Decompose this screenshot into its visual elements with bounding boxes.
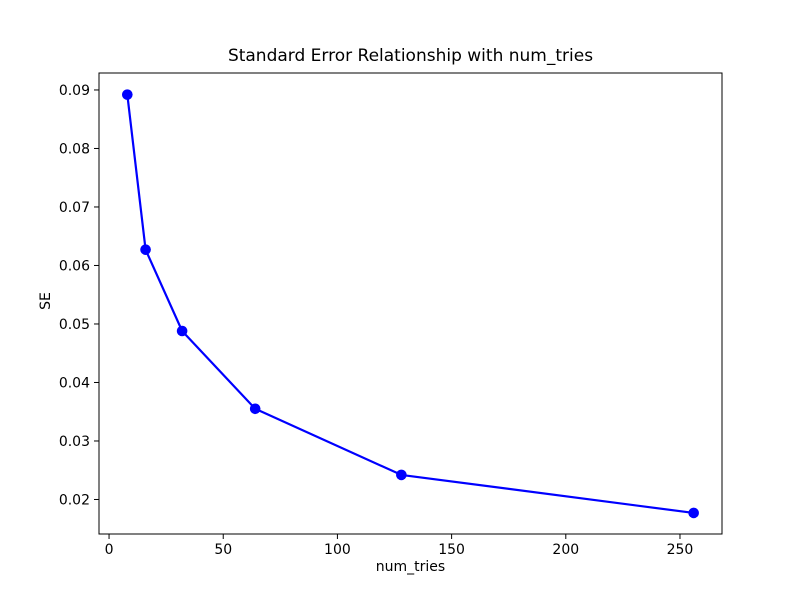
y-tick-label: 0.09 xyxy=(59,83,90,99)
x-tick-label: 100 xyxy=(324,542,351,558)
data-point xyxy=(688,507,699,519)
x-tick-label: 50 xyxy=(214,542,232,558)
data-point xyxy=(140,244,151,255)
axes-spines xyxy=(98,72,723,535)
y-axis-label: SE xyxy=(38,292,54,310)
y-tick-label: 0.08 xyxy=(59,141,90,157)
x-tick-label: 0 xyxy=(105,542,114,558)
x-axis-label: num_tries xyxy=(375,559,446,575)
data-point xyxy=(176,325,188,337)
x-tick-label: 200 xyxy=(552,542,579,558)
y-tick-label: 0.07 xyxy=(59,200,90,216)
y-tick-label: 0.04 xyxy=(59,375,90,391)
y-tick-label: 0.03 xyxy=(59,434,90,450)
chart-title: Standard Error Relationship with num_tri… xyxy=(227,46,594,66)
data-point xyxy=(122,89,133,100)
y-tick-label: 0.02 xyxy=(59,492,90,508)
x-tick-label: 150 xyxy=(438,542,465,558)
y-tick-label: 0.05 xyxy=(59,317,90,333)
y-tick-label: 0.06 xyxy=(59,258,90,274)
data-point xyxy=(249,403,261,415)
data-point xyxy=(396,469,407,481)
data-line xyxy=(126,93,695,515)
x-tick-label: 250 xyxy=(667,542,694,558)
